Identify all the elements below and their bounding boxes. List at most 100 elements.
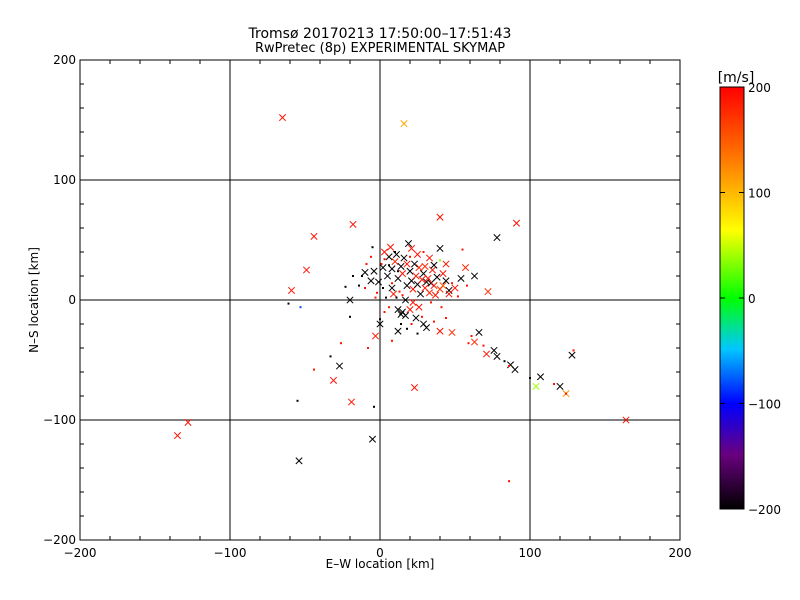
scatter-point-x — [430, 282, 438, 290]
y-ticks: −200 −100 0 100 200 — [43, 53, 680, 547]
scatter-point-x — [302, 266, 311, 274]
x-axis-label: E–W location [km] — [326, 557, 435, 571]
colorbar-tick-label: 100 — [748, 187, 771, 201]
scatter-point-x — [404, 240, 413, 248]
x-tick-label: 200 — [669, 546, 692, 560]
scatter-point-x — [410, 260, 419, 268]
scatter-point-x — [349, 220, 357, 228]
scatter-point-x — [433, 273, 441, 281]
scatter-points — [173, 114, 630, 483]
scatter-point-dot — [529, 377, 531, 379]
scatter-point-x — [401, 296, 410, 304]
scatter-point-dot — [397, 270, 399, 273]
scatter-point-x — [439, 270, 447, 278]
x-tick-label: −100 — [214, 546, 247, 560]
scatter-point-dot — [380, 263, 383, 265]
scatter-point-x — [413, 250, 422, 258]
scatter-point-x — [388, 284, 396, 292]
scatter-point-x — [512, 219, 521, 227]
scatter-point-dot — [461, 248, 464, 251]
scatter-point-x — [475, 328, 483, 336]
scatter-point-dot — [371, 246, 374, 249]
scatter-point-x — [421, 262, 429, 270]
scatter-point-dot — [445, 317, 447, 319]
scatter-point-x — [457, 274, 465, 282]
scatter-point-dot — [398, 290, 401, 293]
y-tick-label: −200 — [43, 533, 76, 547]
scatter-point-x — [451, 284, 459, 292]
scatter-point-x — [428, 266, 437, 274]
scatter-point-dot — [553, 383, 555, 385]
scatter-point-x — [511, 366, 519, 374]
scatter-point-dot — [391, 339, 393, 342]
scatter-point-dot — [400, 323, 402, 325]
scatter-point-x — [329, 376, 338, 384]
chart-title: Tromsø 20170213 17:50:00–17:51:43 — [248, 26, 512, 42]
y-tick-label: 200 — [53, 53, 76, 67]
colorbar-tick-label: −200 — [748, 503, 781, 517]
scatter-point-x — [335, 362, 344, 370]
scatter-point-dot — [379, 318, 381, 321]
x-tick-label: 0 — [376, 546, 384, 560]
scatter-point-x — [400, 120, 408, 128]
scatter-point-x — [388, 265, 396, 273]
scatter-point-dot — [421, 315, 423, 318]
scatter-point-x — [419, 320, 428, 328]
scatter-point-dot — [565, 392, 567, 395]
x-tick-label: −200 — [64, 546, 97, 560]
chart-subtitle: RwPretec (8p) EXPERIMENTAL SKYMAP — [255, 41, 505, 56]
scatter-point-dot — [313, 368, 315, 371]
scatter-point-x — [442, 260, 450, 268]
scatter-point-dot — [470, 335, 473, 337]
scatter-point-dot — [388, 264, 390, 267]
scatter-point-x — [461, 264, 470, 272]
scatter-point-dot — [376, 291, 378, 294]
scatter-point-x — [445, 290, 453, 298]
scatter-point-x — [370, 267, 378, 275]
scatter-point-x — [386, 243, 395, 251]
scatter-point-x — [403, 260, 411, 268]
scatter-point-dot — [388, 306, 390, 309]
scatter-point-dot — [422, 251, 425, 253]
scatter-point-x — [401, 312, 410, 320]
scatter-point-x — [424, 274, 432, 282]
y-tick-label: 100 — [53, 173, 76, 187]
scatter-point-x — [425, 254, 434, 262]
scatter-point-x — [406, 306, 414, 314]
scatter-point-dot — [370, 255, 372, 258]
scatter-point-x — [410, 384, 419, 392]
scatter-point-x — [431, 291, 440, 299]
y-axis-label: N–S location [km] — [27, 247, 41, 353]
scatter-point-x — [409, 298, 417, 306]
x-ticks: −200 −100 0 100 200 — [64, 60, 692, 560]
scatter-point-x — [379, 264, 387, 272]
scatter-point-dot — [433, 320, 435, 323]
scatter-point-dot — [467, 342, 470, 345]
scatter-point-x — [383, 272, 392, 280]
scatter-point-x — [448, 328, 456, 336]
scatter-point-x — [436, 213, 444, 221]
scatter-point-x — [470, 338, 479, 346]
scatter-point-x — [398, 270, 407, 278]
scatter-point-x — [442, 277, 450, 285]
scatter-point-dot — [409, 255, 411, 258]
scatter-point-x — [556, 382, 564, 390]
scatter-point-dot — [299, 306, 302, 309]
scatter-point-x — [536, 373, 545, 381]
scatter-point-x — [380, 248, 389, 256]
scatter-point-dot — [374, 296, 377, 299]
scatter-point-x — [310, 232, 318, 240]
scatter-point-x — [184, 418, 192, 426]
scatter-point-x — [287, 286, 296, 294]
scatter-point-dot — [364, 287, 366, 289]
scatter-point-x — [415, 303, 423, 311]
scatter-point-dot — [349, 315, 351, 318]
scatter-point-x — [484, 288, 492, 296]
colorbar-frame — [719, 86, 745, 510]
scatter-point-dot — [344, 285, 347, 288]
scatter-point-dot — [329, 355, 332, 358]
scatter-point-x — [568, 351, 576, 359]
scatter-point-x — [415, 264, 423, 272]
scatter-point-dot — [451, 282, 453, 285]
